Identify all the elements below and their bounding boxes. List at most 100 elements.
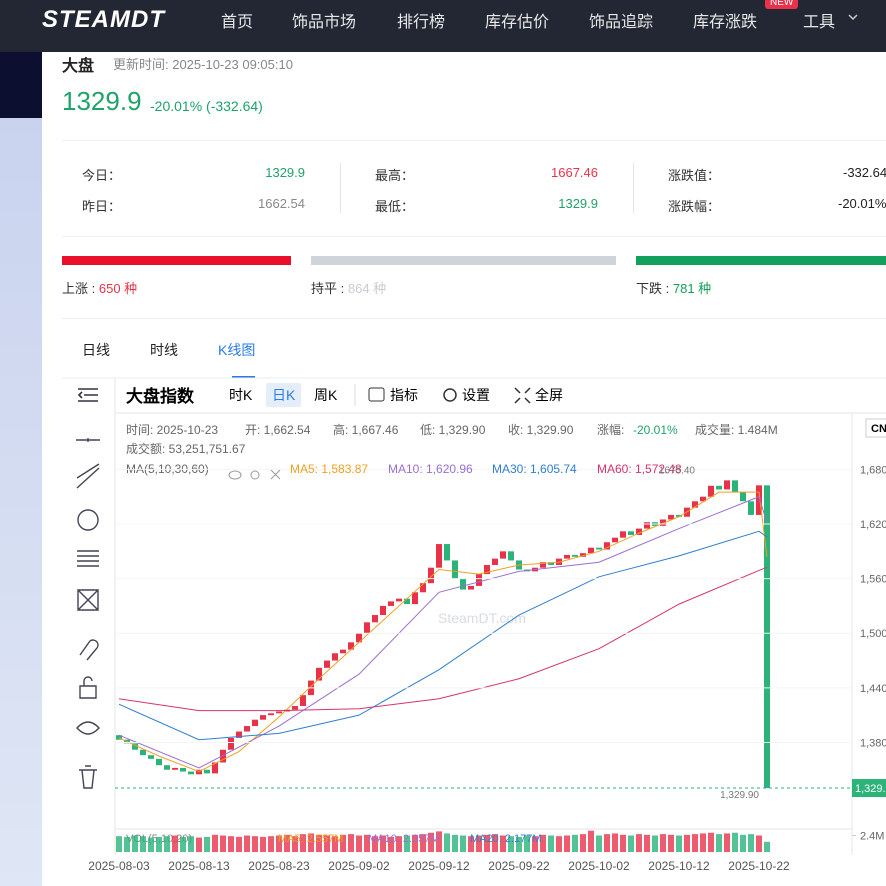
volume-bar	[500, 835, 506, 852]
volume-bar	[420, 834, 426, 852]
volume-bar	[476, 835, 482, 852]
candle	[612, 537, 618, 543]
period-active[interactable]: 日K	[272, 387, 296, 403]
y-tick-label: 1,620	[860, 519, 886, 531]
nav-bar: STEAMDT 首页 饰品市场 排行榜 库存估价 饰品追踪 库存涨跌 NEW 工…	[0, 0, 886, 52]
x-tick-label: 2025-09-22	[488, 859, 550, 873]
ma-icons[interactable]	[228, 469, 281, 480]
period-active-bg	[266, 383, 301, 407]
volume-bar	[404, 835, 410, 852]
candle	[588, 547, 594, 554]
logo[interactable]: STEAMDT	[42, 6, 165, 33]
tool-icon[interactable]	[77, 509, 99, 531]
update-time: 更新时间: 2025-10-23 09:05:10	[113, 57, 293, 72]
stats-box	[62, 140, 886, 237]
tool[interactable]: 设置	[462, 387, 490, 403]
breadth-label: 持平 :	[311, 281, 345, 296]
candle	[508, 551, 514, 561]
volume-bar	[740, 834, 746, 852]
currency-tag	[865, 418, 886, 438]
nav-link[interactable]: 工具	[803, 14, 836, 31]
volume-bar	[676, 835, 682, 852]
volume-bar	[628, 835, 634, 852]
tool-icon[interactable]	[77, 550, 99, 567]
tab-active[interactable]: K线图	[218, 342, 256, 358]
volume-bar	[660, 834, 666, 852]
x-tick-label: 2025-09-02	[328, 859, 390, 873]
nav-link[interactable]: 库存估价	[485, 14, 550, 31]
volume-bar	[260, 836, 266, 852]
volume-bar	[428, 832, 434, 852]
candle	[644, 522, 650, 529]
volume-bar	[764, 841, 770, 852]
candle	[156, 758, 162, 766]
toolbar-icon[interactable]	[77, 388, 98, 402]
volume-bar	[460, 835, 466, 852]
volume-bar	[140, 836, 146, 852]
candle	[444, 544, 450, 561]
info-item: 时间: 2025-10-23	[126, 423, 218, 437]
ma-line	[118, 496, 768, 769]
ma-line	[118, 566, 768, 712]
candle	[484, 564, 490, 575]
tool-icon[interactable]	[79, 765, 97, 789]
tool-icon[interactable]	[79, 676, 97, 699]
tool-icon[interactable]	[76, 463, 100, 489]
tool-icon[interactable]	[77, 589, 99, 611]
candle	[276, 711, 282, 714]
candle	[172, 767, 178, 770]
volume-bar	[692, 834, 698, 852]
stat-value: 1667.46	[551, 165, 598, 180]
tab[interactable]: 时线	[150, 342, 178, 358]
volume-bar	[188, 836, 194, 852]
nav-link[interactable]: 饰品追踪	[589, 14, 654, 31]
tool[interactable]: 指标	[390, 387, 418, 403]
volume-bar	[268, 836, 274, 852]
stat-value: 1329.9	[265, 165, 305, 180]
info-item: 收: 1,329.90	[508, 423, 574, 437]
stat-value: -332.64	[843, 165, 886, 180]
stat-label: 涨跌幅：	[668, 199, 721, 214]
volume-bar	[284, 834, 290, 852]
candle	[220, 749, 226, 763]
volume-bar	[652, 835, 658, 852]
info-pct: -20.01%	[633, 423, 678, 437]
volume-bar	[572, 834, 578, 852]
plot	[116, 480, 770, 852]
info-item: 涨幅:	[597, 422, 624, 437]
volume-bar	[292, 836, 298, 852]
tool-icon[interactable]	[76, 721, 100, 735]
nav-link[interactable]: 排行榜	[397, 14, 446, 31]
candle	[676, 514, 682, 517]
volume-bar	[436, 831, 442, 852]
tab[interactable]: 日线	[82, 342, 110, 358]
candle	[300, 695, 306, 707]
volume-bar	[580, 834, 586, 852]
volume-bar	[204, 836, 210, 852]
candle	[212, 762, 218, 774]
candle	[628, 531, 634, 535]
volume-bar	[620, 834, 626, 852]
candle	[260, 715, 266, 720]
tool-icon[interactable]	[79, 639, 99, 661]
candle	[348, 642, 354, 650]
volume-bar	[164, 836, 170, 852]
candle	[492, 558, 498, 565]
nav-link[interactable]: 饰品市场	[292, 14, 357, 31]
volume-bar	[156, 836, 162, 852]
volume-bar	[220, 835, 226, 852]
volume-bar	[324, 835, 330, 852]
candle	[436, 544, 442, 568]
nav-link[interactable]: 首页	[221, 14, 254, 31]
tool-icon[interactable]	[76, 438, 100, 442]
period[interactable]: 周K	[314, 387, 338, 403]
nav-link[interactable]: 库存涨跌	[693, 14, 758, 31]
info-item: 低: 1,329.90	[420, 423, 486, 437]
tool[interactable]: 全屏	[535, 387, 563, 403]
indicator-icon	[368, 387, 385, 402]
period[interactable]: 时K	[229, 387, 253, 403]
volume-bar	[612, 833, 618, 852]
vol-legend: MA5: 2.557M	[278, 833, 343, 845]
volume-bar	[516, 836, 522, 852]
